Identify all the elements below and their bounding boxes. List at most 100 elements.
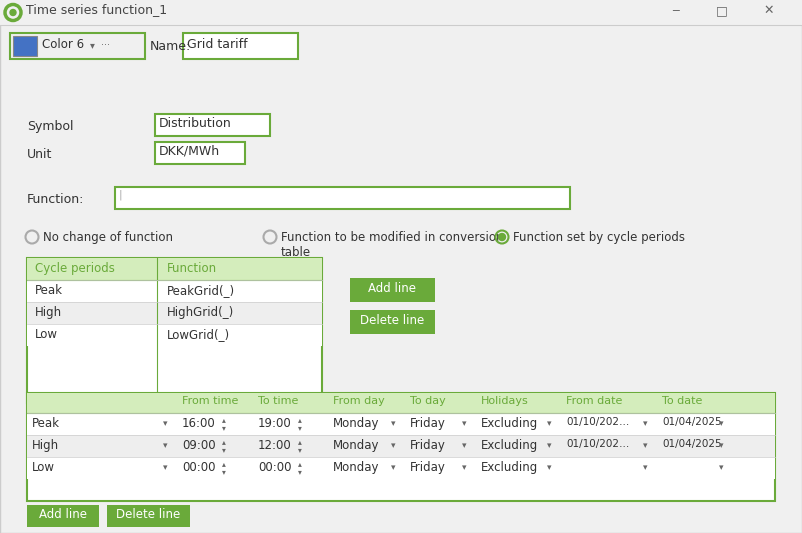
Text: High: High bbox=[35, 306, 62, 319]
Text: ▴: ▴ bbox=[298, 437, 302, 446]
Bar bbox=[27, 393, 775, 413]
Text: Excluding: Excluding bbox=[481, 439, 538, 452]
Text: Symbol: Symbol bbox=[27, 120, 74, 133]
Text: 01/04/2025: 01/04/2025 bbox=[662, 439, 722, 449]
Text: Low: Low bbox=[32, 461, 55, 474]
Bar bbox=[27, 457, 775, 479]
Bar bbox=[27, 302, 322, 324]
Text: Peak: Peak bbox=[35, 284, 63, 297]
Text: 16:00: 16:00 bbox=[182, 417, 216, 430]
Text: To date: To date bbox=[662, 396, 703, 406]
Text: 12:00: 12:00 bbox=[258, 439, 292, 452]
Text: ▾: ▾ bbox=[719, 441, 723, 450]
Text: |: | bbox=[119, 190, 123, 200]
Text: Delete line: Delete line bbox=[360, 314, 424, 327]
Text: ▾: ▾ bbox=[163, 419, 168, 428]
Text: Monday: Monday bbox=[333, 417, 379, 430]
Text: ▴: ▴ bbox=[222, 415, 226, 424]
Bar bbox=[27, 280, 322, 302]
Bar bbox=[115, 187, 570, 209]
Bar bbox=[10, 33, 145, 59]
Text: ▾: ▾ bbox=[462, 463, 467, 472]
Text: 01/10/202…: 01/10/202… bbox=[566, 439, 630, 449]
Text: To time: To time bbox=[258, 396, 298, 406]
Text: ▾: ▾ bbox=[222, 423, 226, 432]
Bar bbox=[27, 258, 322, 280]
Text: Grid tariff: Grid tariff bbox=[187, 38, 248, 51]
Bar bbox=[27, 505, 99, 527]
Bar bbox=[350, 310, 435, 334]
Text: 00:00: 00:00 bbox=[258, 461, 291, 474]
Bar bbox=[183, 33, 298, 59]
Text: Monday: Monday bbox=[333, 439, 379, 452]
Text: ▾: ▾ bbox=[643, 463, 647, 472]
Text: HighGrid(_): HighGrid(_) bbox=[167, 306, 234, 319]
Text: □: □ bbox=[716, 4, 727, 17]
Text: ▾: ▾ bbox=[391, 419, 395, 428]
Text: ▾: ▾ bbox=[222, 467, 226, 476]
Text: ▴: ▴ bbox=[222, 437, 226, 446]
Text: ▾: ▾ bbox=[547, 463, 552, 472]
Text: ─: ─ bbox=[672, 5, 678, 15]
Bar bbox=[350, 278, 435, 302]
Text: PeakGrid(_): PeakGrid(_) bbox=[167, 284, 235, 297]
Text: ▾: ▾ bbox=[298, 423, 302, 432]
Bar bbox=[13, 36, 37, 56]
Bar bbox=[107, 505, 190, 527]
Text: Function: Function bbox=[167, 262, 217, 275]
Text: 00:00: 00:00 bbox=[182, 461, 216, 474]
Text: No change of function: No change of function bbox=[43, 231, 173, 244]
Text: ···: ··· bbox=[101, 40, 110, 50]
Text: Unit: Unit bbox=[27, 148, 52, 161]
Bar bbox=[27, 435, 775, 457]
Text: Low: Low bbox=[35, 328, 58, 341]
Bar bbox=[27, 393, 775, 501]
Bar bbox=[27, 258, 322, 403]
Text: Monday: Monday bbox=[333, 461, 379, 474]
Bar bbox=[0, 0, 802, 25]
Text: ▾: ▾ bbox=[643, 441, 647, 450]
Text: ▾: ▾ bbox=[298, 445, 302, 454]
Text: Friday: Friday bbox=[410, 439, 446, 452]
Text: ▾: ▾ bbox=[547, 441, 552, 450]
Text: Delete line: Delete line bbox=[115, 508, 180, 521]
Text: Distribution: Distribution bbox=[159, 117, 232, 130]
Text: ▾: ▾ bbox=[719, 419, 723, 428]
Text: ▴: ▴ bbox=[298, 415, 302, 424]
Text: ▾: ▾ bbox=[163, 463, 168, 472]
Text: Holidays: Holidays bbox=[481, 396, 529, 406]
Text: Function:: Function: bbox=[27, 193, 84, 206]
Bar bbox=[27, 324, 322, 346]
Text: ▾: ▾ bbox=[462, 419, 467, 428]
Text: Friday: Friday bbox=[410, 461, 446, 474]
Text: LowGrid(_): LowGrid(_) bbox=[167, 328, 230, 341]
Circle shape bbox=[8, 7, 18, 18]
Text: Function set by cycle periods: Function set by cycle periods bbox=[513, 231, 685, 244]
Text: ▾: ▾ bbox=[547, 419, 552, 428]
Text: ▾: ▾ bbox=[90, 40, 95, 50]
Text: ▾: ▾ bbox=[163, 441, 168, 450]
Text: ▾: ▾ bbox=[719, 463, 723, 472]
Text: Add line: Add line bbox=[39, 508, 87, 521]
Text: ▾: ▾ bbox=[391, 463, 395, 472]
Bar bbox=[155, 142, 245, 164]
Text: DKK/MWh: DKK/MWh bbox=[159, 145, 220, 158]
Text: From time: From time bbox=[182, 396, 238, 406]
Text: To day: To day bbox=[410, 396, 446, 406]
Text: 01/04/2025: 01/04/2025 bbox=[662, 417, 722, 427]
Text: Excluding: Excluding bbox=[481, 417, 538, 430]
Text: 19:00: 19:00 bbox=[258, 417, 292, 430]
Text: Friday: Friday bbox=[410, 417, 446, 430]
Text: Peak: Peak bbox=[32, 417, 60, 430]
Text: ▾: ▾ bbox=[222, 445, 226, 454]
Text: Color 6: Color 6 bbox=[42, 38, 84, 51]
Text: ▾: ▾ bbox=[462, 441, 467, 450]
Text: Function to be modified in conversion
table: Function to be modified in conversion ta… bbox=[281, 231, 504, 259]
Text: ▾: ▾ bbox=[643, 419, 647, 428]
Text: Add line: Add line bbox=[368, 282, 416, 295]
Text: High: High bbox=[32, 439, 59, 452]
Text: Cycle periods: Cycle periods bbox=[35, 262, 115, 275]
Text: ▴: ▴ bbox=[298, 459, 302, 468]
Bar bbox=[27, 413, 775, 435]
Bar bbox=[155, 114, 270, 136]
